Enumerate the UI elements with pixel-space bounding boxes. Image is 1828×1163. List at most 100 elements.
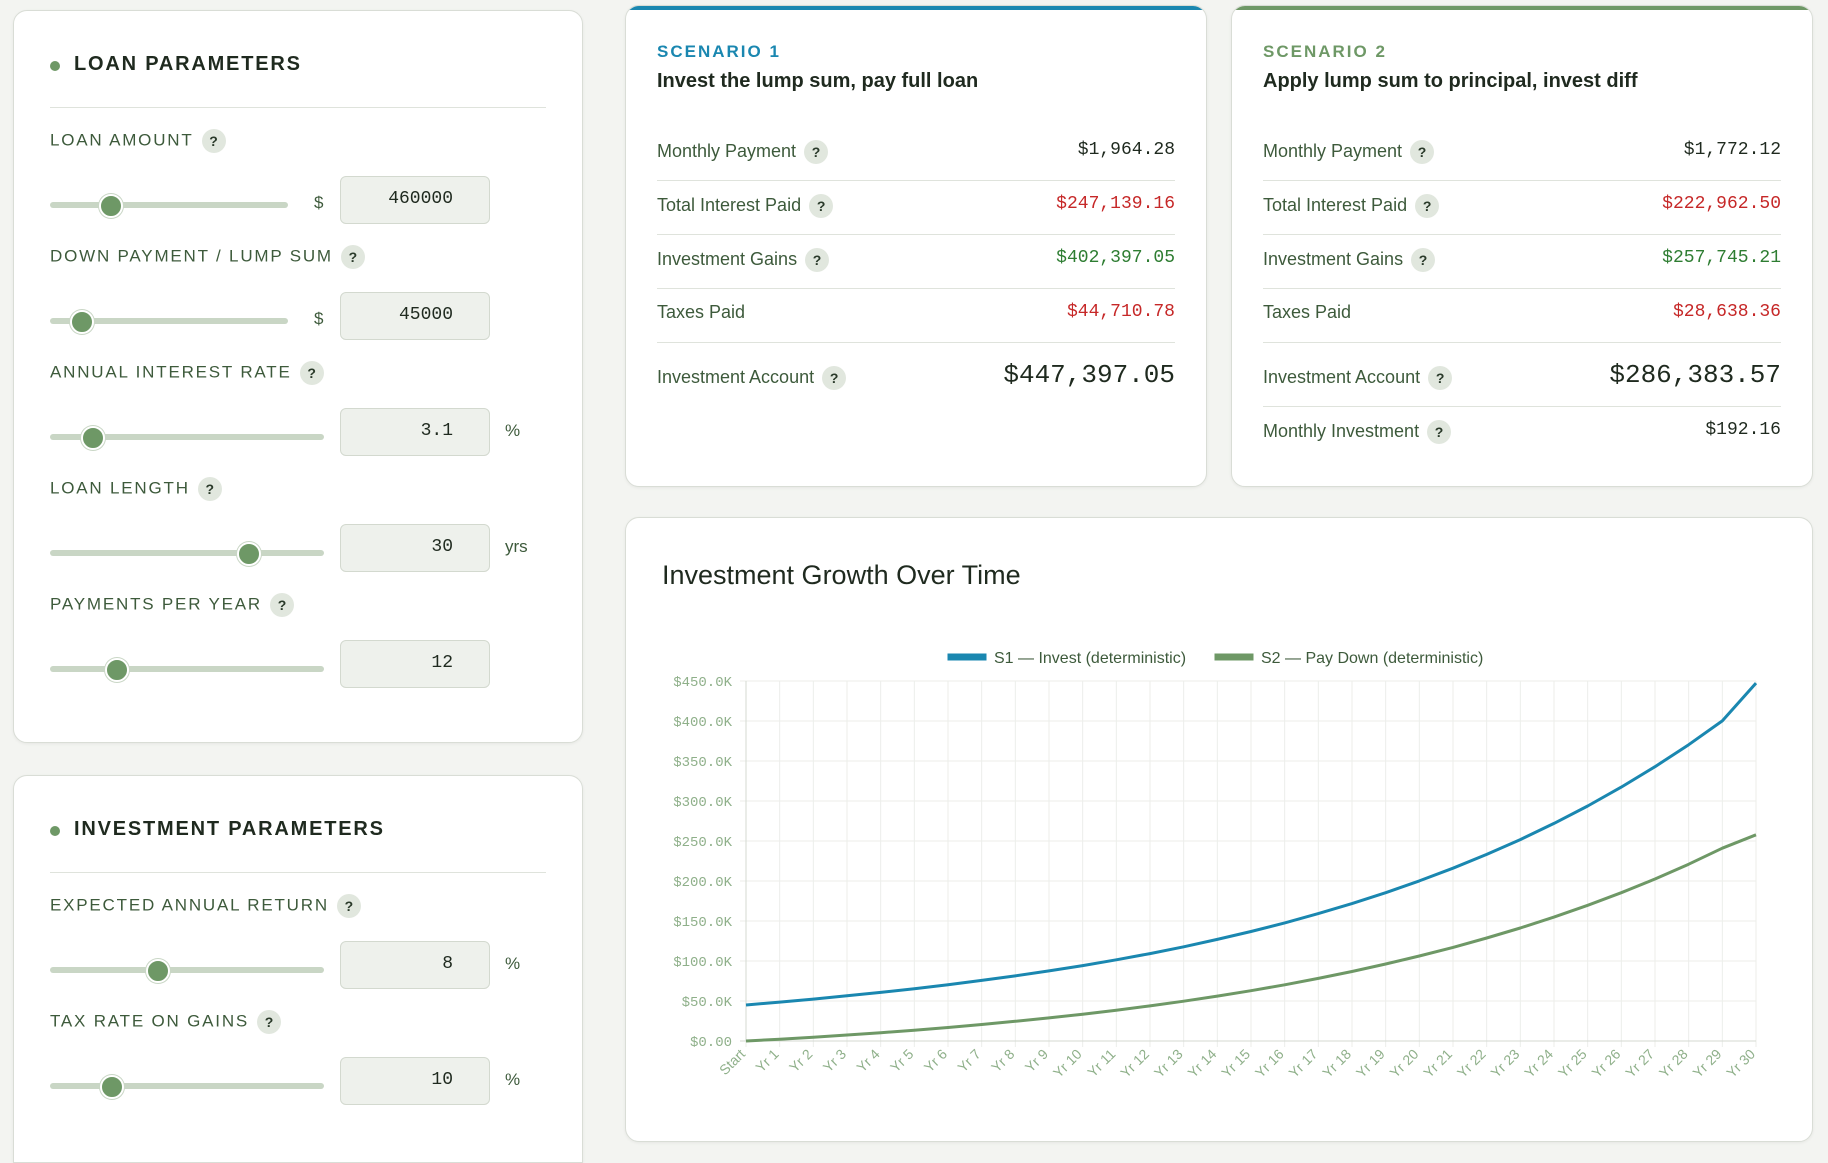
x-tick-label: Yr 7 [954,1046,984,1076]
x-tick-label: Yr 6 [921,1046,951,1076]
metric-value: $1,772.12 [1683,140,1781,160]
metric-label-text: Monthly Payment [657,140,797,161]
x-tick-label: Yr 27 [1622,1046,1657,1081]
help-icon[interactable]: ? [340,245,365,269]
slider-track[interactable] [50,666,324,672]
param-value-input[interactable]: 10 [340,1057,490,1105]
x-tick-label: Yr 16 [1252,1046,1287,1081]
help-icon[interactable]: ? [1410,140,1435,164]
unit-suffix: yrs [505,537,528,556]
help-icon[interactable]: ? [201,129,226,153]
metric-row: Total Interest Paid? $247,139.16 [657,180,1175,235]
metric-value: $1,964.28 [1077,140,1175,160]
metric-label: Investment Gains? [1263,248,1436,272]
help-icon[interactable]: ? [257,1010,282,1034]
x-tick-label: Yr 9 [1022,1046,1052,1076]
y-tick-label: $400.0K [673,715,732,731]
metric-row: Investment Account? $447,397.05 [657,342,1175,406]
metric-value: $28,638.36 [1672,302,1781,322]
legend-label[interactable]: S2 — Pay Down (deterministic) [1261,650,1483,667]
x-tick-label: Yr 15 [1218,1046,1253,1081]
x-tick-label: Yr 2 [786,1046,816,1076]
metric-label: Investment Account? [1263,366,1453,390]
slider-track[interactable] [50,550,324,556]
metric-row: Monthly Payment? $1,772.12 [1263,126,1781,181]
param-value-input[interactable]: 460000 [340,176,490,224]
param-label-text: LOAN AMOUNT [50,130,194,150]
investment-growth-chart-card: Investment Growth Over Time $0.00 $50.0K $… [625,517,1813,1142]
help-icon[interactable]: ? [299,361,324,385]
param-value-input[interactable]: 45000 [340,292,490,340]
x-tick-label: Yr 8 [988,1046,1018,1076]
help-icon[interactable]: ? [336,894,361,918]
slider-track[interactable] [50,1083,324,1089]
legend-label[interactable]: S1 — Invest (deterministic) [994,650,1186,667]
help-icon[interactable]: ? [1415,194,1440,218]
param-label: EXPECTED ANNUAL RETURN? [50,894,361,918]
metric-label: Monthly Payment? [657,140,829,164]
param-value-input[interactable]: 30 [340,524,490,572]
param-label: ANNUAL INTEREST RATE? [50,361,324,385]
help-icon[interactable]: ? [809,194,834,218]
x-tick-label: Yr 19 [1353,1046,1388,1081]
help-icon[interactable]: ? [822,366,847,390]
x-tick-label: Yr 17 [1285,1046,1320,1081]
help-icon[interactable]: ? [804,140,829,164]
help-icon[interactable]: ? [1427,420,1452,444]
param-label-text: DOWN PAYMENT / LUMP SUM [50,246,333,266]
loan-panel-title: LOAN PARAMETERS [74,53,302,75]
x-tick-label: Yr 5 [887,1046,917,1076]
metric-row: Taxes Paid $28,638.36 [1263,288,1781,343]
slider-thumb[interactable] [99,194,123,218]
unit-suffix: % [505,1070,521,1089]
param-value-input[interactable]: 12 [340,640,490,688]
slider-track[interactable] [50,318,288,324]
param-label: TAX RATE ON GAINS? [50,1010,282,1034]
help-icon[interactable]: ? [269,593,294,617]
metric-label-text: Investment Gains [1263,248,1404,269]
y-tick-label: $0.00 [690,1035,732,1051]
help-icon[interactable]: ? [805,248,830,272]
investment-panel-title: INVESTMENT PARAMETERS [74,818,385,840]
y-tick-label: $300.0K [673,795,732,811]
help-icon[interactable]: ? [1428,366,1453,390]
series-line-2 [745,833,1757,1043]
slider-track[interactable] [50,967,324,973]
chart-title: Investment Growth Over Time [662,560,1021,590]
slider-thumb[interactable] [81,426,105,450]
slider-thumb[interactable] [105,658,129,682]
metric-label: Monthly Investment? [1263,420,1452,444]
investment-panel-header: INVESTMENT PARAMETERS [50,814,546,873]
x-tick-label: Yr 4 [853,1046,883,1076]
metric-label-text: Monthly Investment [1263,420,1420,441]
x-tick-label: Yr 13 [1151,1046,1186,1081]
y-tick-label: $100.0K [673,955,732,971]
metric-label-text: Investment Account [1263,366,1421,387]
slider-thumb[interactable] [237,542,261,566]
currency-prefix: $ [314,193,324,212]
param-value-input[interactable]: 8 [340,941,490,989]
metric-label: Investment Gains? [657,248,830,272]
x-tick-label: Yr 3 [820,1046,850,1076]
help-icon[interactable]: ? [1411,248,1436,272]
metric-label-text: Taxes Paid [1263,302,1352,322]
metric-label-text: Total Interest Paid [1263,194,1408,215]
metric-row: Monthly Investment? $192.16 [1263,406,1781,460]
legend-swatch [947,653,987,661]
metric-row: Investment Gains? $402,397.05 [657,234,1175,289]
metric-label: Monthly Payment? [1263,140,1435,164]
legend-swatch [1214,653,1254,661]
currency-prefix: $ [314,309,324,328]
x-tick-label: Yr 24 [1521,1046,1556,1081]
param-value-input[interactable]: 3.1 [340,408,490,456]
unit-suffix: % [505,421,521,440]
slider-thumb[interactable] [70,310,94,334]
slider-track[interactable] [50,434,324,440]
slider-thumb[interactable] [146,959,170,983]
help-icon[interactable]: ? [197,477,222,501]
scenario-accent-bar [1232,6,1812,10]
y-tick-label: $200.0K [673,875,732,891]
slider-thumb[interactable] [100,1075,124,1099]
param-label-text: ANNUAL INTEREST RATE [50,362,292,382]
slider-track[interactable] [50,202,288,208]
